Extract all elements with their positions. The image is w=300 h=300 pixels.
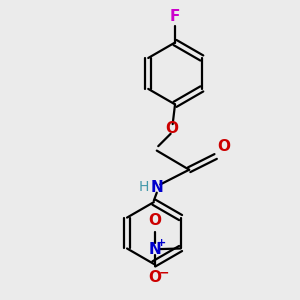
Text: +: + xyxy=(157,238,166,248)
Text: H: H xyxy=(139,180,149,194)
Text: F: F xyxy=(170,9,180,24)
Text: O: O xyxy=(148,213,161,228)
Text: O: O xyxy=(148,270,161,285)
Text: O: O xyxy=(166,121,178,136)
Text: N: N xyxy=(150,180,163,195)
Text: −: − xyxy=(158,267,169,280)
Text: N: N xyxy=(148,242,161,256)
Text: O: O xyxy=(217,139,230,154)
